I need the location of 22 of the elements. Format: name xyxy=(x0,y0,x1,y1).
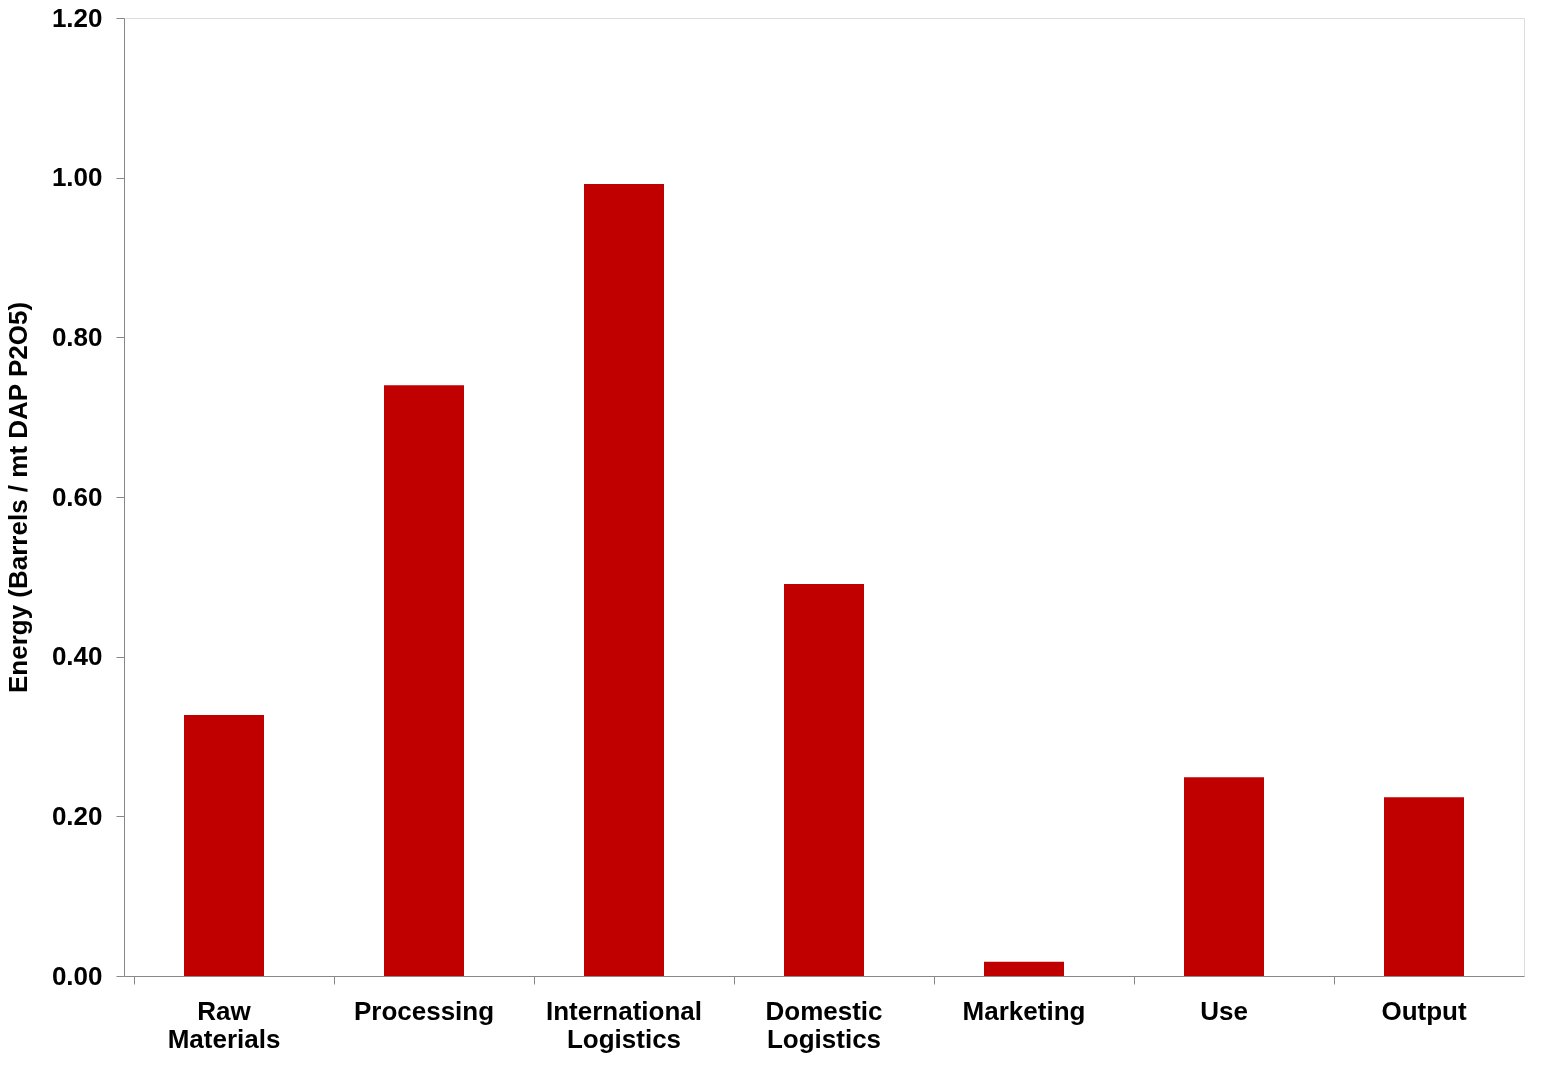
x-tick-label: Domestic Logistics xyxy=(765,995,883,1054)
y-tick-label: 1.00 xyxy=(51,162,103,193)
x-tick-label: Processing xyxy=(353,995,495,1026)
bar xyxy=(584,184,664,976)
x-tick-label: Use xyxy=(1200,995,1248,1026)
bar xyxy=(1184,777,1264,976)
bar xyxy=(384,385,464,976)
y-tick-label: 1.20 xyxy=(51,2,103,33)
x-tick-label: Output xyxy=(1381,995,1467,1026)
y-tick-label: 0.00 xyxy=(51,960,103,991)
bar xyxy=(984,961,1064,976)
y-axis-title: Energy (Barrels / mt DAP P2O5) xyxy=(2,301,33,694)
x-tick-label: Marketing xyxy=(962,995,1086,1026)
bar xyxy=(784,584,864,976)
y-tick-label: 0.40 xyxy=(51,641,103,672)
y-tick-label: 0.60 xyxy=(51,481,103,512)
bar xyxy=(1384,797,1464,976)
y-tick-label: 0.80 xyxy=(51,321,103,352)
y-tick-label: 0.20 xyxy=(51,800,103,831)
x-tick-label: Raw Materials xyxy=(167,995,281,1054)
bar xyxy=(184,714,264,976)
x-tick-label: International Logistics xyxy=(545,995,703,1054)
